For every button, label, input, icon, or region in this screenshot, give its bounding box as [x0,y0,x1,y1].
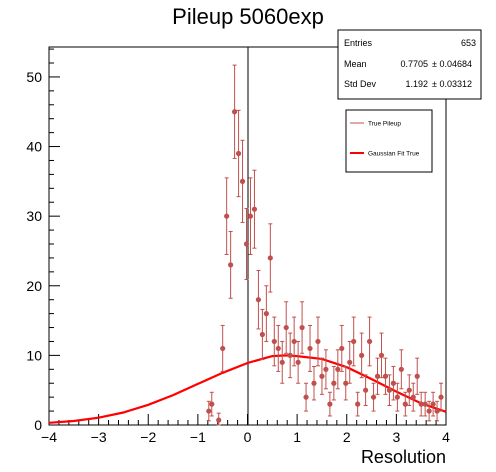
data-point [206,408,212,414]
chart-title: Pileup 5060exp [172,4,324,29]
data-point [315,338,321,345]
fit-curve-layer [48,354,447,424]
stats-std-label: Std Dev [344,79,377,89]
data-point [327,401,333,407]
data-point [287,352,293,358]
x-tick-label: 0 [244,429,252,445]
stats-box: Entries 653 Mean 0.7705 ± 0.04684 Std De… [337,29,482,100]
data-point [331,380,337,386]
y-tick-label: 40 [26,139,42,155]
x-tick-label: −1 [190,429,206,445]
legend: True Pileup Gaussian Fit True [345,109,433,173]
data-point [224,213,230,219]
stats-mean-label: Mean [344,59,367,69]
data-point [303,394,309,400]
data-point [438,394,444,400]
data-point [259,331,265,338]
data-point [263,311,269,317]
y-tick-label: 50 [26,69,42,85]
gaussian-fit-line [48,354,447,424]
data-point [343,380,349,386]
data-point [414,373,420,379]
data-point [402,401,408,407]
data-point [378,352,385,358]
data-point [243,241,250,247]
stats-box-border [337,29,482,100]
data-point [366,338,373,345]
data-point [394,394,400,400]
data-point [410,394,416,400]
data-point [386,387,393,393]
x-tick-label: −2 [140,429,156,445]
data-point [323,366,329,372]
stats-entries-value: 653 [461,38,476,48]
x-tick-label: 4 [442,429,450,445]
data-point [299,324,305,331]
y-tick-label: 20 [26,278,42,294]
data-point [255,297,262,303]
x-tick-label: 2 [343,429,351,445]
data-point [319,373,325,379]
x-tick-label: 3 [392,429,400,445]
data-point [247,213,254,219]
data-points-layer [206,64,444,426]
data-point [235,150,242,157]
stats-entries-label: Entries [344,38,373,48]
stats-std-error: ± 0.03312 [432,79,472,89]
x-tick-label: −3 [91,429,107,445]
y-tick-label: 10 [26,347,42,363]
data-point [209,401,215,407]
data-point [251,206,258,212]
data-point [220,345,226,352]
y-tick-label: 0 [34,417,42,433]
data-point [231,109,238,115]
stats-mean-value: 0.7705 [400,59,428,69]
data-point [406,387,412,393]
data-point [228,262,234,268]
data-point [430,401,436,407]
data-point [291,338,297,345]
data-point [216,417,222,423]
legend-label-gaussian-fit: Gaussian Fit True [368,151,420,158]
data-point [434,408,440,414]
data-point [351,338,357,345]
stats-std-value: 1.192 [405,79,428,89]
data-point [267,255,273,261]
data-point [359,352,365,358]
data-point [382,373,389,379]
data-point [295,359,301,365]
data-point [275,345,281,352]
data-point [418,401,424,407]
data-point [279,359,285,365]
data-point [390,380,396,386]
data-point [363,387,369,393]
x-tick-label: −4 [41,429,57,445]
data-point [347,359,353,365]
data-point [370,394,377,400]
data-point [339,345,345,352]
data-point [335,366,341,372]
x-tick-label: 1 [293,429,301,445]
data-point [239,178,246,184]
legend-border [345,109,433,173]
data-point [422,401,428,407]
data-point [311,380,317,386]
y-tick-label: 30 [26,208,42,224]
data-point [426,408,432,414]
data-point [271,338,277,345]
data-point [398,366,404,372]
data-point [355,401,361,407]
x-axis-title: Resolution [361,447,446,467]
data-point [283,324,289,331]
legend-label-true-pileup: True Pileup [368,121,401,128]
stats-mean-error: ± 0.04684 [432,59,472,69]
data-point [374,373,381,379]
data-point [307,345,313,352]
